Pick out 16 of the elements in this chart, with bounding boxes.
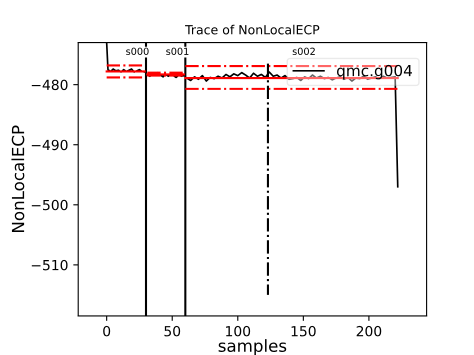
- x-tick-label: 150: [292, 326, 316, 336]
- y-tick-label: −480: [32, 80, 68, 90]
- y-tick-label: −500: [32, 200, 68, 210]
- x-tick-label: 200: [356, 326, 382, 336]
- x-axis-title: samples: [218, 339, 286, 355]
- y-tick-label: −490: [32, 140, 68, 150]
- x-tick-label: 100: [226, 326, 250, 336]
- x-tick-label: 50: [164, 326, 180, 336]
- annotation: s002: [292, 48, 315, 55]
- annotation: s000: [126, 48, 149, 55]
- y-tick-label: −510: [32, 260, 68, 270]
- legend-label: qmc.g004: [336, 64, 412, 80]
- y-axis-title: NonLocalECP: [11, 126, 24, 232]
- chart-title: Trace of NonLocalECP: [185, 24, 320, 34]
- x-tick-label: 0: [103, 326, 110, 336]
- annotation: s001: [166, 48, 188, 55]
